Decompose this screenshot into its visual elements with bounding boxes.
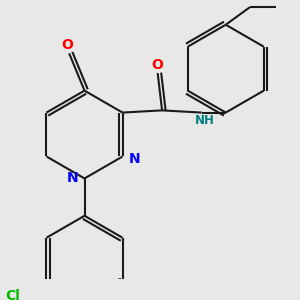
Text: Cl: Cl — [5, 289, 20, 300]
Text: O: O — [61, 38, 73, 52]
Text: N: N — [129, 152, 141, 166]
Text: O: O — [152, 58, 164, 72]
Text: NH: NH — [195, 114, 215, 127]
Text: N: N — [66, 171, 78, 185]
